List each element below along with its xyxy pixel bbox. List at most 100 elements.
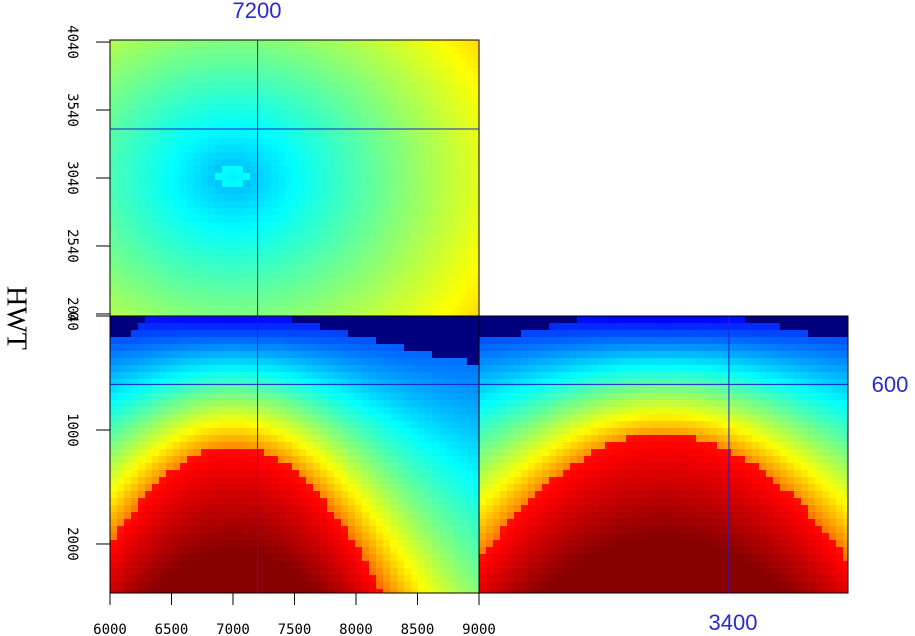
pixel: [369, 512, 377, 520]
pixel: [334, 365, 342, 373]
pixel: [187, 285, 195, 293]
pixel: [222, 407, 230, 415]
pixel: [194, 243, 202, 251]
pixel: [278, 229, 286, 237]
pixel: [348, 414, 356, 422]
pixel: [383, 292, 391, 300]
pixel: [369, 393, 377, 401]
pixel: [418, 264, 426, 272]
pixel: [460, 470, 468, 478]
pixel: [110, 323, 118, 331]
pixel: [570, 372, 578, 380]
pixel: [117, 477, 125, 485]
pixel: [243, 323, 251, 331]
pixel: [271, 271, 279, 279]
pixel: [292, 470, 300, 478]
pixel: [117, 82, 125, 90]
pixel: [397, 330, 405, 338]
pixel: [187, 330, 195, 338]
pixel: [236, 351, 244, 359]
pixel: [166, 533, 174, 541]
pixel: [180, 533, 188, 541]
pixel: [257, 477, 265, 485]
pixel: [264, 285, 272, 293]
pixel: [215, 456, 223, 464]
pixel: [446, 561, 454, 569]
pixel: [138, 372, 146, 380]
pixel: [292, 407, 300, 415]
pixel: [117, 435, 125, 443]
pixel: [397, 292, 405, 300]
pixel: [383, 159, 391, 167]
pixel: [376, 470, 384, 478]
pixel: [145, 264, 153, 272]
pixel: [173, 358, 181, 366]
pixel: [124, 344, 132, 352]
pixel: [138, 117, 146, 125]
pixel: [425, 526, 433, 534]
pixel: [159, 96, 167, 104]
pixel: [236, 187, 244, 195]
pixel: [439, 124, 447, 132]
pixel: [278, 491, 286, 499]
pixel: [222, 180, 230, 188]
pixel: [180, 215, 188, 223]
pixel: [306, 131, 314, 139]
pixel: [131, 61, 139, 69]
pixel: [460, 47, 468, 55]
pixel: [514, 505, 522, 513]
pixel: [563, 554, 571, 562]
pixel: [299, 208, 307, 216]
pixel: [348, 68, 356, 76]
pixel: [369, 372, 377, 380]
pixel: [292, 208, 300, 216]
pixel: [362, 229, 370, 237]
pixel: [355, 372, 363, 380]
pixel: [507, 505, 515, 513]
pixel: [320, 575, 328, 583]
pixel: [271, 138, 279, 146]
pixel: [313, 124, 321, 132]
pixel: [584, 351, 592, 359]
pixel: [397, 264, 405, 272]
pixel: [474, 386, 480, 394]
pixel: [411, 271, 419, 279]
pixel: [467, 484, 475, 492]
pixel: [341, 386, 349, 394]
pixel: [152, 264, 160, 272]
pixel: [208, 68, 216, 76]
pixel: [110, 491, 118, 499]
pixel: [145, 201, 153, 209]
pixel: [334, 187, 342, 195]
pixel: [313, 96, 321, 104]
pixel: [404, 313, 412, 317]
pixel: [271, 222, 279, 230]
pixel: [264, 250, 272, 258]
pixel: [369, 201, 377, 209]
pixel: [320, 47, 328, 55]
pixel: [187, 299, 195, 307]
pixel: [570, 442, 578, 450]
pixel: [341, 337, 349, 345]
pixel: [411, 180, 419, 188]
pixel: [467, 582, 475, 590]
pixel: [257, 372, 265, 380]
pixel: [208, 124, 216, 132]
pixel: [117, 292, 125, 300]
pixel: [439, 152, 447, 160]
pixel: [383, 435, 391, 443]
pixel: [166, 103, 174, 111]
pixel: [570, 421, 578, 429]
pixel: [514, 456, 522, 464]
pixel: [201, 344, 209, 352]
pixel: [292, 365, 300, 373]
pixel: [404, 414, 412, 422]
pixel: [250, 40, 258, 48]
pixel: [411, 589, 419, 594]
pixel: [292, 428, 300, 436]
pixel: [306, 152, 314, 160]
pixel: [432, 68, 440, 76]
pixel: [521, 498, 529, 506]
pixel: [446, 103, 454, 111]
pixel: [110, 351, 118, 359]
